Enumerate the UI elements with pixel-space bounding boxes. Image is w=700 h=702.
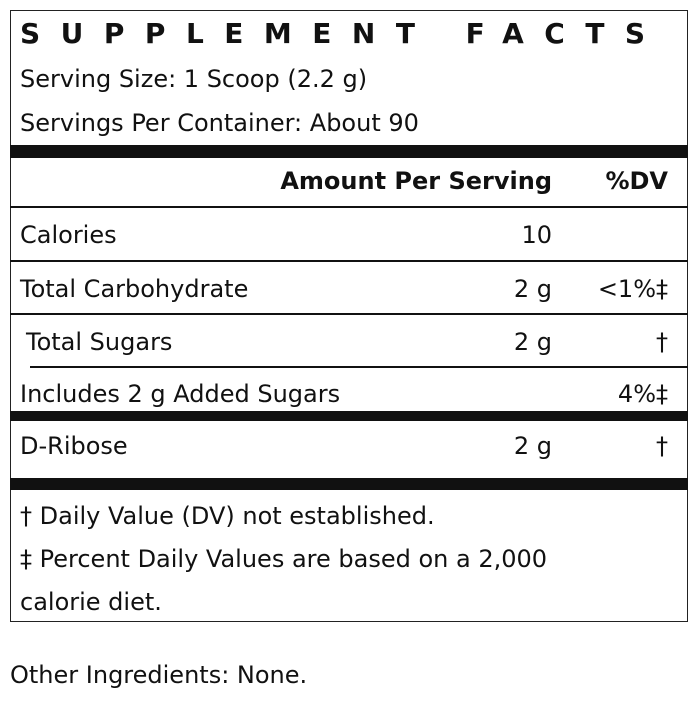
thick-divider: [10, 478, 688, 490]
row-divider: [10, 260, 688, 262]
row-added-sugars-dv: 4%‡: [617, 380, 668, 408]
row-divider: [10, 313, 688, 315]
panel-title: SUPPLEMENT FACTS: [20, 17, 666, 50]
row-d-ribose-dv: †: [656, 432, 668, 460]
row-carbohydrate-amount: 2 g: [513, 275, 552, 303]
servings-per-container: Servings Per Container: About 90: [20, 109, 419, 137]
row-calories-name: Calories: [20, 221, 117, 249]
amount-per-serving-header: Amount Per Serving: [280, 167, 552, 195]
thick-divider: [10, 411, 688, 421]
other-ingredients: Other Ingredients: None.: [10, 661, 308, 689]
supplement-facts-panel: [10, 10, 688, 622]
row-added-sugars-name: Includes 2 g Added Sugars: [20, 380, 341, 408]
footnote-double-dagger-cont: calorie diet.: [20, 588, 162, 616]
row-total-sugars-name: Total Sugars: [26, 328, 173, 356]
row-total-sugars-dv: †: [656, 328, 668, 356]
serving-size: Serving Size: 1 Scoop (2.2 g): [20, 65, 368, 93]
row-divider: [10, 206, 688, 208]
row-d-ribose-name: D-Ribose: [20, 432, 128, 460]
row-divider: [30, 366, 688, 368]
row-carbohydrate-dv: <1%‡: [597, 275, 668, 303]
row-carbohydrate-name: Total Carbohydrate: [20, 275, 249, 303]
row-total-sugars-amount: 2 g: [513, 328, 552, 356]
footnote-double-dagger: ‡ Percent Daily Values are based on a 2,…: [20, 545, 548, 573]
thick-divider: [10, 145, 688, 158]
row-d-ribose-amount: 2 g: [513, 432, 552, 460]
footnote-dagger: † Daily Value (DV) not established.: [20, 502, 435, 530]
dv-header: %DV: [605, 167, 668, 195]
row-calories-amount: 10: [521, 221, 552, 249]
